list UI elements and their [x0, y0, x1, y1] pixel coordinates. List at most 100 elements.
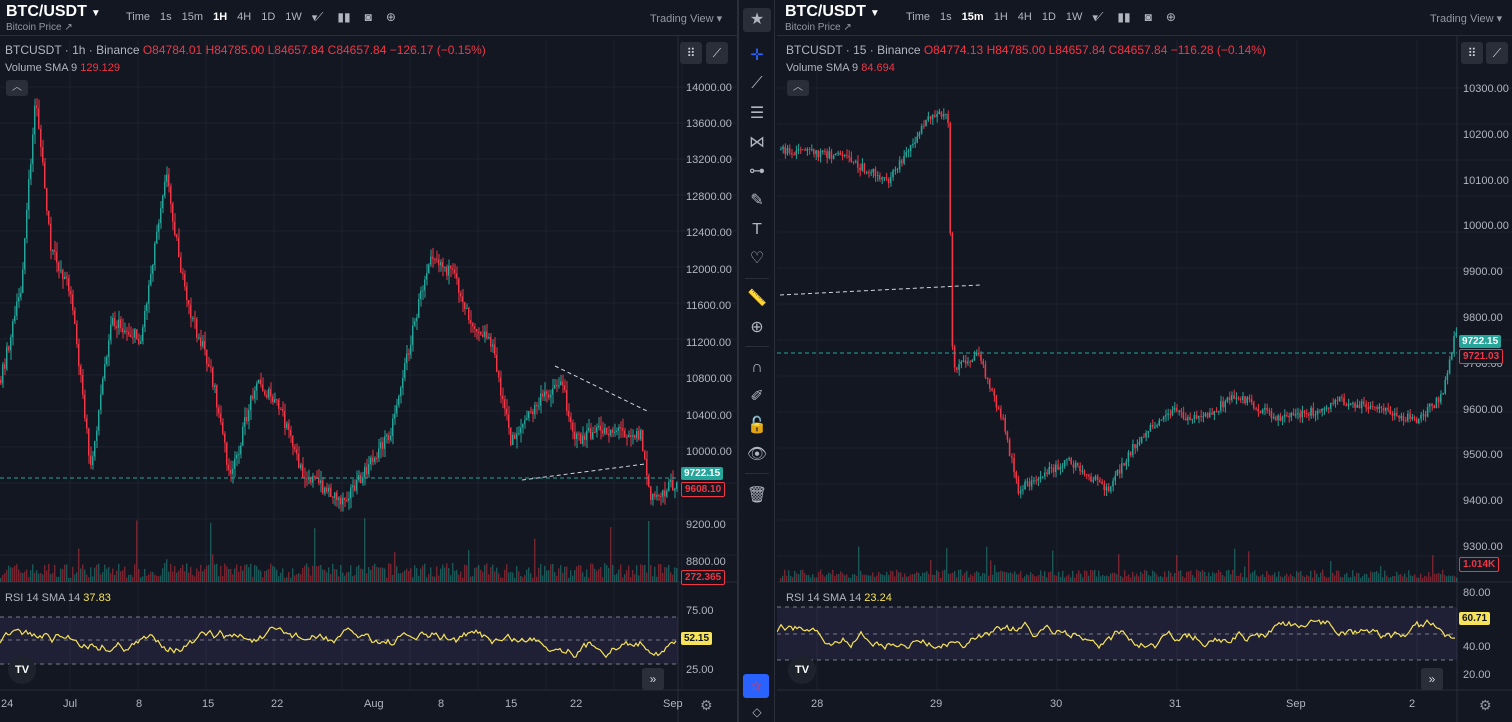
left-ohlc-legend: BTCUSDT · 1h · Binance O84784.01 H84785.… — [5, 43, 486, 57]
star-icon[interactable]: ★ — [743, 8, 771, 32]
candle-body — [248, 410, 250, 422]
tf-4h[interactable]: 4H — [237, 11, 252, 23]
right-chart-canvas[interactable] — [777, 0, 1512, 722]
left-symbol-button[interactable]: BTC/USDT ▼ — [6, 3, 101, 21]
indicators-icon[interactable]: ⟋ — [1095, 10, 1104, 24]
tf-1w[interactable]: 1W — [1065, 11, 1083, 23]
volume-bar — [224, 563, 226, 582]
candle-body — [674, 488, 676, 491]
candle-body — [176, 234, 178, 238]
candle-body — [876, 175, 879, 177]
scroll-to-realtime-button[interactable]: » — [1421, 668, 1443, 690]
right-subtitle[interactable]: Bitcoin Price ↗ — [785, 22, 852, 33]
left-rsi-label: RSI 14 SMA 14 — [5, 592, 81, 604]
candle-body — [1044, 472, 1046, 477]
right-chart-pane[interactable]: BTC/USDT ▼ Bitcoin Price ↗ Time 1s 15m 1H… — [777, 0, 1512, 722]
volume-bar — [494, 571, 496, 582]
tf-1d[interactable]: 1D — [261, 11, 276, 23]
tf-dropdown-icon[interactable]: ▾ — [1092, 12, 1098, 24]
tf-1s[interactable]: 1s — [160, 11, 172, 23]
zoom-in-icon[interactable]: ⊕ — [750, 319, 764, 336]
candle-body — [148, 284, 150, 304]
left-subtitle[interactable]: Bitcoin Price ↗ — [6, 22, 73, 33]
add-icon[interactable]: ⊕ — [1165, 10, 1176, 24]
right-x-label: Sep — [1286, 698, 1306, 710]
left-chart-pane[interactable]: BTC/USDT ▼ Bitcoin Price ↗ Time 1s 15m 1H… — [0, 0, 737, 722]
indicators-icon[interactable]: ⟋ — [315, 10, 324, 24]
ruler-icon[interactable]: 📏 — [747, 290, 767, 307]
camera-icon[interactable]: ◙ — [364, 10, 372, 24]
left-trading-view-menu[interactable]: Trading View ▾ — [650, 13, 723, 25]
tradingview-logo-icon[interactable]: TV — [788, 656, 816, 684]
tf-1w[interactable]: 1W — [285, 11, 302, 23]
candle-body — [1008, 439, 1011, 457]
volume-bar — [330, 574, 332, 582]
volume-bar — [404, 570, 406, 582]
volume-bar — [416, 568, 418, 582]
left-collapse-button[interactable]: ︿ — [6, 80, 28, 96]
volume-bar — [1448, 575, 1450, 582]
crosshair-icon[interactable]: ✛ — [750, 47, 764, 64]
tf-1d[interactable]: 1D — [1041, 11, 1056, 23]
text-icon[interactable]: T — [752, 221, 762, 238]
trash-icon[interactable]: 🗑 — [746, 487, 768, 504]
volume-bar — [18, 569, 20, 582]
volume-bar — [856, 575, 858, 582]
brush-icon[interactable]: ✎ — [750, 192, 764, 209]
right-collapse-button[interactable]: ︿ — [787, 80, 809, 96]
volume-bar — [1384, 570, 1386, 582]
tf-1h[interactable]: 1H — [213, 11, 228, 23]
volume-bar — [644, 564, 646, 582]
tf-1h[interactable]: 1H — [993, 11, 1008, 23]
tf-15m[interactable]: 15m — [961, 11, 984, 23]
volume-bar — [1100, 576, 1102, 582]
eye-icon[interactable]: 👁 — [746, 446, 768, 463]
volume-bar — [1414, 574, 1416, 582]
left-chart-canvas[interactable] — [0, 0, 737, 722]
add-icon[interactable]: ⊕ — [385, 10, 396, 24]
tf-time[interactable]: Time — [126, 11, 151, 23]
pane-divider[interactable] — [737, 0, 739, 722]
pattern-icon[interactable]: ⋈ — [749, 134, 765, 151]
left-chart-style-button[interactable]: ⟋ — [706, 42, 728, 64]
fib-icon[interactable]: ☰ — [749, 105, 765, 122]
volume-bar — [320, 565, 322, 582]
right-chart-settings-button[interactable]: ⠿ — [1461, 42, 1483, 64]
left-gear-icon[interactable]: ⚙ — [700, 697, 713, 713]
lock-draw-icon[interactable]: ✐ — [750, 388, 764, 405]
tf-15m[interactable]: 15m — [181, 11, 204, 23]
scroll-to-realtime-button[interactable]: » — [642, 668, 664, 690]
volume-bar — [20, 572, 22, 582]
tf-dropdown-icon[interactable]: ▾ — [311, 12, 318, 24]
right-gear-icon[interactable]: ⚙ — [1479, 697, 1492, 713]
volume-bar — [918, 572, 920, 582]
volume-bar — [470, 576, 472, 582]
candle-type-icon[interactable]: ▮▮ — [337, 10, 351, 24]
tf-time[interactable]: Time — [906, 11, 931, 23]
tf-1s[interactable]: 1s — [940, 11, 952, 23]
trend-line-icon[interactable]: ⟋ — [751, 75, 763, 92]
candle-body — [576, 433, 578, 440]
projection-icon[interactable]: ⊶ — [749, 163, 765, 180]
right-symbol-button[interactable]: BTC/USDT ▼ — [785, 3, 880, 21]
lock-icon[interactable]: 🔓 — [747, 417, 767, 434]
candle-body — [1275, 416, 1277, 421]
layers-icon[interactable]: ◇ — [752, 705, 762, 719]
candle-body — [1382, 408, 1385, 411]
left-chart-settings-button[interactable]: ⠿ — [680, 42, 702, 64]
tradingview-logo-icon[interactable]: TV — [8, 656, 36, 684]
right-chart-style-button[interactable]: ⟋ — [1486, 42, 1508, 64]
candle-type-icon[interactable]: ▮▮ — [1117, 10, 1131, 24]
tf-4h[interactable]: 4H — [1017, 11, 1032, 23]
right-x-label: 29 — [930, 698, 943, 710]
volume-bar — [176, 572, 178, 582]
heart-icon[interactable]: ♡ — [749, 250, 765, 267]
candle-body — [1110, 486, 1112, 492]
volume-bar — [344, 575, 346, 582]
favorites-button[interactable]: ☆ — [743, 674, 769, 698]
candle-body — [1039, 476, 1042, 479]
magnet-icon[interactable]: ∩ — [751, 359, 763, 376]
right-trading-view-menu[interactable]: Trading View ▾ — [1430, 13, 1503, 25]
camera-icon[interactable]: ◙ — [1144, 10, 1152, 24]
volume-bar — [78, 548, 80, 582]
